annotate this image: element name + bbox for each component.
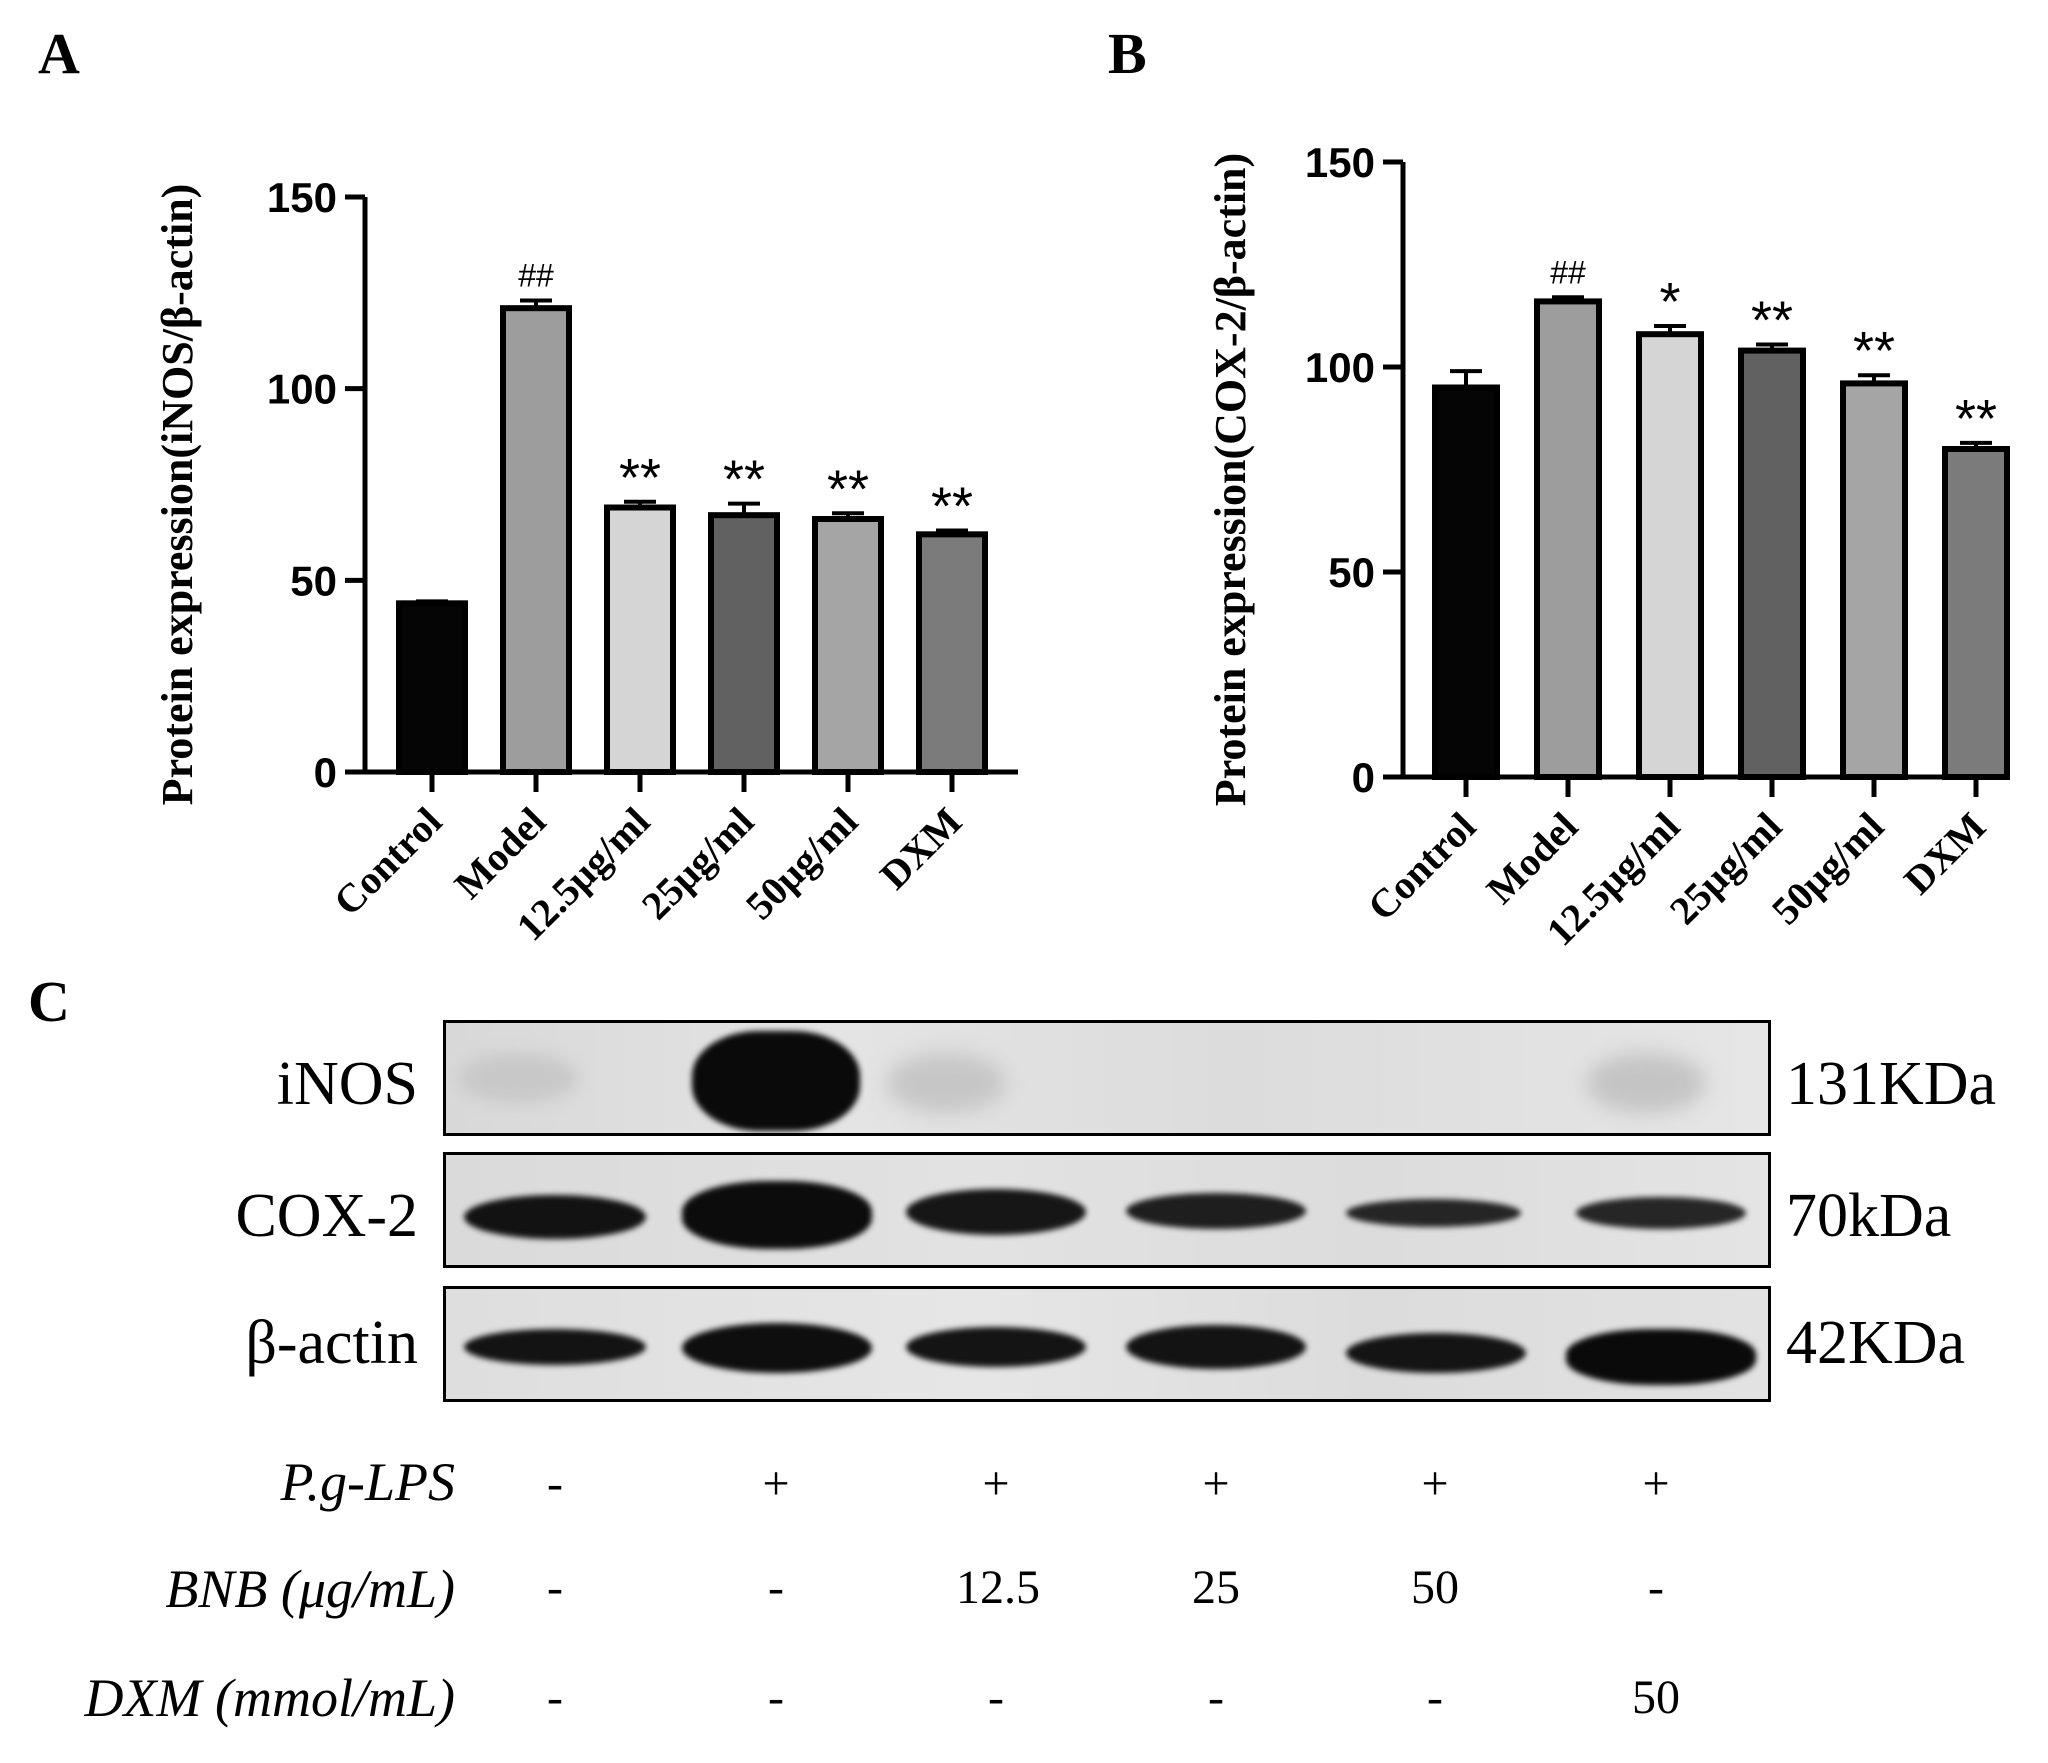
treatment-cell: -	[1648, 1561, 1664, 1614]
bar	[1840, 380, 1908, 780]
significance-label: ##	[1550, 254, 1586, 290]
treatment-cell: -	[547, 1457, 563, 1510]
treatment-cell: -	[1427, 1671, 1443, 1724]
bar	[1534, 298, 1602, 780]
chart-iNOS: 0 50 100 150 Protein expression(iNOS/β-actin…	[153, 174, 1018, 949]
treatment-cell: +	[982, 1457, 1010, 1510]
blot-label-actin: β-actin	[245, 1309, 418, 1377]
significance-label: **	[1955, 389, 1997, 449]
treatment-cell: -	[547, 1671, 563, 1724]
chart-COX2: 0 50 100 150 Protein expression(COX-2/β-acti…	[1206, 139, 2010, 954]
treatment-cell: 50	[1411, 1561, 1459, 1614]
treatment-cell: -	[768, 1671, 784, 1724]
blot-strip-inos	[443, 1020, 1771, 1136]
y-axis-label: Protein expression(COX-2/β-actin)	[1206, 153, 1255, 806]
x-tick-label: Control	[325, 799, 451, 925]
y-tick-label: 50	[1328, 549, 1375, 596]
significance-label: **	[931, 477, 973, 537]
significance-label: ##	[518, 258, 554, 294]
treatment-cell: 50	[1632, 1671, 1680, 1724]
treatment-cell: +	[1642, 1457, 1670, 1510]
bar	[500, 305, 572, 775]
treatment-cell: -	[768, 1561, 784, 1614]
y-tick-label: 150	[267, 174, 337, 221]
bar	[812, 516, 884, 775]
treatment-cell: +	[762, 1457, 790, 1510]
bar-charts: 0 50 100 150 Protein expression(iNOS/β-actin…	[153, 139, 2010, 954]
y-tick-label: 0	[1352, 754, 1375, 801]
bar	[1432, 384, 1500, 780]
blot-label-cox2: COX-2	[235, 1182, 418, 1250]
treatment-label-bnb: BNB (μg/mL)	[165, 1559, 455, 1619]
treatment-label-dxm: DXM (mmol/mL)	[84, 1668, 455, 1728]
treatment-cell: -	[547, 1561, 563, 1614]
treatment-cell: +	[1202, 1457, 1230, 1510]
treatment-label-lps: P.g-LPS	[280, 1452, 455, 1512]
blot-label-inos: iNOS	[276, 1050, 418, 1118]
x-tick-label: 50μg/ml	[1763, 804, 1893, 934]
panel-letter-b: B	[1108, 21, 1147, 86]
y-tick-label: 150	[1305, 139, 1375, 186]
y-tick-label: 50	[290, 557, 337, 604]
y-axis-label: Protein expression(iNOS/β-actin)	[153, 184, 202, 806]
significance-label: **	[1853, 321, 1895, 381]
blot-size-cox2: 70kDa	[1786, 1182, 1952, 1250]
bar	[916, 531, 988, 775]
x-tick-label: 50μg/ml	[737, 799, 867, 929]
y-tick-label: 100	[1305, 344, 1375, 391]
x-tick-label: DXM	[1895, 804, 1994, 903]
significance-label: **	[619, 448, 661, 508]
treatment-cell: +	[1421, 1457, 1449, 1510]
bar	[708, 512, 780, 776]
treatment-cell: 12.5	[956, 1561, 1040, 1614]
x-tick-label: Control	[1359, 804, 1485, 930]
blot-strip-cox2	[443, 1152, 1771, 1268]
treatment-cell: 25	[1192, 1561, 1240, 1614]
treatment-cell: -	[1208, 1671, 1224, 1724]
x-tick-label: 25μg/ml	[1661, 804, 1791, 934]
bar	[1738, 347, 1806, 780]
significance-label: **	[827, 459, 869, 519]
significance-label: **	[1751, 290, 1793, 350]
blot-size-actin: 42KDa	[1786, 1309, 1966, 1377]
significance-label: **	[723, 450, 765, 510]
blot-strip-actin	[443, 1286, 1771, 1402]
bar	[1636, 331, 1704, 780]
panel-letter-c: C	[28, 969, 70, 1034]
blot-size-inos: 131KDa	[1786, 1050, 1997, 1118]
significance-label: *	[1659, 272, 1680, 332]
treatment-cell: -	[988, 1671, 1004, 1724]
panel-letter-a: A	[38, 21, 80, 86]
x-tick-label: 25μg/ml	[633, 799, 763, 929]
bar	[1942, 446, 2010, 780]
y-tick-label: 0	[314, 749, 337, 796]
bar	[604, 504, 676, 775]
x-tick-label: DXM	[871, 799, 970, 898]
y-tick-label: 100	[267, 366, 337, 413]
bar	[396, 600, 468, 775]
